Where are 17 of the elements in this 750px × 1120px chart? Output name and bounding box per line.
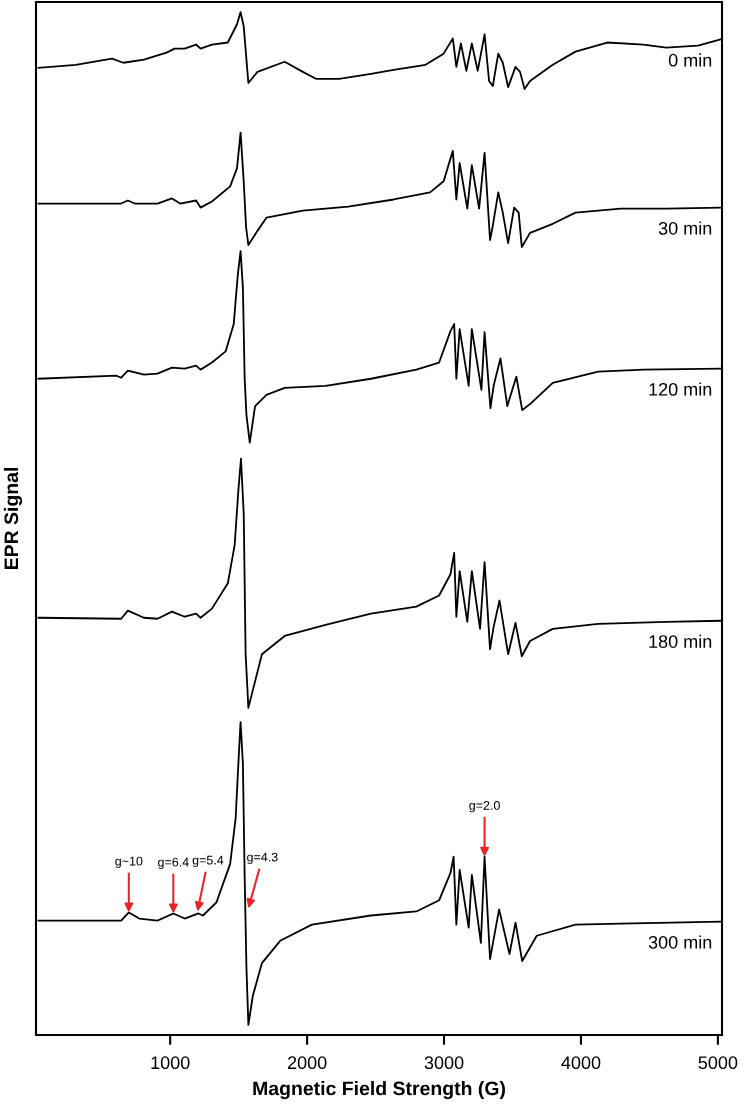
series-label: 120 min — [649, 382, 712, 396]
annotation: g=2.0 — [469, 800, 500, 813]
y-axis-title: EPR Signal — [3, 468, 23, 570]
series-label: 180 min — [649, 634, 712, 648]
x-tick-label: 2000 — [287, 1056, 327, 1070]
annotation: g~10 — [115, 856, 143, 869]
annotation: g=5.4 — [192, 855, 224, 867]
annotation: g=4.3 — [247, 852, 278, 864]
x-tick-label: 4000 — [561, 1056, 601, 1070]
annotation: g=6.4 — [158, 857, 189, 870]
series-label: 0 min — [668, 53, 712, 67]
x-tick-label: 5000 — [698, 1056, 738, 1070]
x-tick-label: 3000 — [424, 1056, 464, 1070]
series-label: 30 min — [658, 221, 712, 235]
x-tick-label: 1000 — [151, 1056, 190, 1070]
series-label: 300 min — [648, 935, 712, 949]
x-axis-title: Magnetic Field Strength (G) — [253, 1081, 505, 1100]
